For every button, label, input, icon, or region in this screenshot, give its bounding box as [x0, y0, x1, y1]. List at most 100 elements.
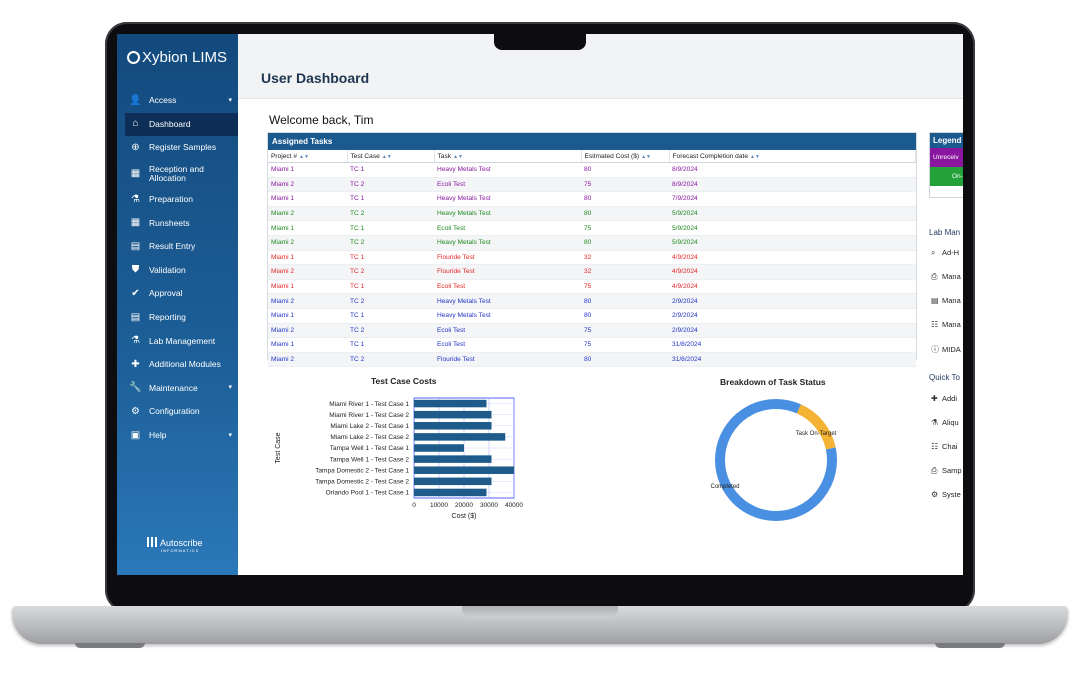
sidebar-item-reporting[interactable]: ▤ Reporting — [125, 306, 238, 330]
sort-icon[interactable]: ▲▼ — [453, 153, 463, 160]
table-cell-project: Miami 2 — [268, 177, 347, 193]
printer-icon: ⎙ — [931, 466, 938, 475]
table-cell-project: Miami 1 — [268, 220, 347, 236]
sidebar-item-runsheets[interactable]: ▦ Runsheets — [125, 211, 238, 235]
column-header[interactable]: Project # ▲▼ — [268, 150, 348, 163]
assigned-tasks-title: Assigned Tasks — [268, 133, 916, 150]
link-label: Mana — [942, 272, 961, 281]
app-logo[interactable]: Xybion LIMS — [127, 49, 227, 66]
table-cell-project: Miami 1 — [268, 279, 347, 295]
link-label: Aliqu — [942, 418, 959, 427]
quick-tools-link[interactable]: ⚙ Syste — [931, 490, 961, 499]
lab-management-link[interactable]: ⓘ MIDA — [931, 344, 961, 355]
sidebar-nav: 👤 Access ▾ ⌂ Dashboard ⊕ Register Samples ▦ Rece… — [125, 89, 238, 447]
quick-tools-link[interactable]: ⎙ Samp — [931, 466, 962, 476]
table-cell-date: 4/9/2024 — [669, 250, 916, 266]
table-cell-date: 2/9/2024 — [669, 308, 916, 324]
lab-management-link[interactable]: ☷ Mana — [931, 320, 961, 329]
page-title: User Dashboard — [261, 70, 370, 86]
table-row[interactable]: Miami 2 TC 2 Heavy Metals Test 80 5/9/2024 — [268, 206, 916, 222]
sidebar-item-approval[interactable]: ✔ Approval — [125, 282, 238, 306]
table-row[interactable]: Miami 2 TC 2 Ecoli Test 75 2/9/2024 — [268, 323, 916, 339]
column-header-label: Test Case — [350, 152, 380, 160]
table-cell-date: 5/9/2024 — [669, 206, 916, 222]
sidebar-item-maintenance[interactable]: 🔧 Maintenance ▾ — [125, 377, 238, 401]
users-icon: ☷ — [931, 320, 939, 329]
table-row[interactable]: Miami 2 TC 2 Flouride Test 80 31/8/2024 — [268, 352, 916, 368]
sidebar-item-access[interactable]: 👤 Access ▾ — [125, 89, 238, 113]
column-header[interactable]: Task ▲▼ — [434, 150, 582, 163]
sidebar-item-result-entry[interactable]: ▤ Result Entry — [125, 235, 238, 259]
lab-management-link[interactable]: ▤ Mana — [931, 296, 961, 305]
table-row[interactable]: Miami 1 TC 1 Ecoli Test 75 4/9/2024 — [268, 279, 916, 295]
table-cell-project: Miami 1 — [268, 191, 347, 207]
donut-slice — [796, 404, 836, 450]
sidebar-item-validation[interactable]: ⛊ Validation — [125, 259, 238, 283]
quick-tools-link[interactable]: ✚ Addi — [931, 394, 957, 403]
x-tick-label: 40000 — [505, 502, 523, 509]
sidebar-item-preparation[interactable]: ⚗ Preparation — [125, 188, 238, 212]
bar — [414, 455, 492, 463]
sidebar-item-configuration[interactable]: ⚙ Configuration — [125, 400, 238, 424]
table-cell-date: 5/9/2024 — [669, 235, 916, 251]
column-header[interactable]: Forecast Completion date ▲▼ — [669, 150, 916, 163]
column-header[interactable]: Test Case ▲▼ — [347, 150, 435, 163]
lab-management-link[interactable]: ⌕ Ad-H — [931, 248, 959, 258]
table-row[interactable]: Miami 1 TC 1 Flouride Test 32 4/9/2024 — [268, 250, 916, 266]
column-header-label: Project # — [271, 152, 298, 160]
sort-icon[interactable]: ▲▼ — [299, 153, 309, 160]
sort-icon[interactable]: ▲▼ — [750, 153, 760, 160]
link-label: Samp — [942, 466, 962, 475]
sort-icon[interactable]: ▲▼ — [381, 153, 392, 160]
sidebar-item-help[interactable]: ▣ Help ▾ — [125, 424, 238, 448]
legend-item-on-target: On- — [930, 167, 963, 186]
table-cell-task: Flouride Test — [434, 264, 581, 280]
table-row[interactable]: Miami 2 TC 2 Flouride Test 32 4/9/2024 — [268, 264, 916, 280]
table-row[interactable]: Miami 1 TC 1 Heavy Metals Test 80 8/9/2024 — [268, 162, 916, 178]
quick-tools-link[interactable]: ☷ Chai — [931, 442, 957, 451]
slice-label: Task On-Target — [796, 431, 837, 437]
laptop-opening-groove — [462, 606, 618, 618]
y-tick-label: Miami River 1 - Test Case 1 — [329, 401, 409, 408]
table-row[interactable]: Miami 1 TC 1 Heavy Metals Test 80 2/9/2024 — [268, 308, 916, 324]
y-tick-label: Miami Lake 2 - Test Case 2 — [330, 434, 409, 441]
table-cell-project: Miami 1 — [268, 337, 347, 353]
table-row[interactable]: Miami 2 TC 2 Heavy Metals Test 80 2/9/2024 — [268, 293, 916, 309]
file-icon: ▤ — [130, 311, 141, 323]
sidebar-item-reception-and-allocation[interactable]: ▦ Reception and Allocation — [125, 160, 238, 188]
sort-icon[interactable]: ▲▼ — [641, 153, 652, 160]
table-cell-task: Ecoli Test — [434, 279, 581, 295]
camera-notch — [494, 34, 586, 50]
table-cell-task: Heavy Metals Test — [434, 308, 581, 324]
sidebar-item-register-samples[interactable]: ⊕ Register Samples — [125, 136, 238, 160]
lab-management-link[interactable]: ⎙ Mana — [931, 272, 961, 282]
table-cell-date: 2/9/2024 — [669, 293, 916, 309]
table-cell-project: Miami 2 — [268, 264, 347, 280]
chevron-down-icon: ▾ — [228, 384, 232, 392]
table-cell-date: 7/9/2024 — [669, 191, 916, 207]
vendor-tagline: INFORMATICS — [161, 548, 200, 553]
table-cell-cost: 75 — [581, 220, 669, 236]
table-row[interactable]: Miami 2 TC 2 Ecoli Test 75 8/9/2024 — [268, 177, 916, 193]
sidebar-item-lab-management[interactable]: ⚗ Lab Management — [125, 329, 238, 353]
quick-tools-link[interactable]: ⚗ Aliqu — [931, 418, 959, 427]
table-cell-test-case: TC 2 — [347, 323, 434, 339]
table-cell-task: Heavy Metals Test — [434, 206, 581, 222]
table-cell-project: Miami 1 — [268, 250, 347, 266]
table-row[interactable]: Miami 1 TC 1 Ecoli Test 75 31/8/2024 — [268, 337, 916, 353]
laptop-foot-right — [935, 643, 1005, 648]
sidebar-item-dashboard[interactable]: ⌂ Dashboard — [125, 112, 238, 137]
column-header[interactable]: Esitmated Cost ($) ▲▼ — [581, 150, 670, 163]
table-row[interactable]: Miami 1 TC 1 Ecoli Test 75 5/9/2024 — [268, 220, 916, 236]
link-label: Syste — [942, 490, 961, 499]
bar-chart-title: Test Case Costs — [371, 376, 437, 386]
plus-circle-icon: ⊕ — [131, 141, 140, 153]
table-row[interactable]: Miami 1 TC 1 Heavy Metals Test 80 7/9/2024 — [268, 191, 916, 207]
table-cell-task: Ecoli Test — [434, 337, 581, 353]
table-row[interactable]: Miami 2 TC 2 Heavy Metals Test 80 5/9/2024 — [268, 235, 916, 251]
table-cell-project: Miami 2 — [268, 293, 347, 309]
sidebar-item-additional-modules[interactable]: ✚ Additional Modules — [125, 353, 238, 377]
table-cell-cost: 80 — [581, 191, 669, 207]
donut-slice — [715, 399, 837, 521]
table-cell-date: 31/8/2024 — [669, 337, 916, 353]
